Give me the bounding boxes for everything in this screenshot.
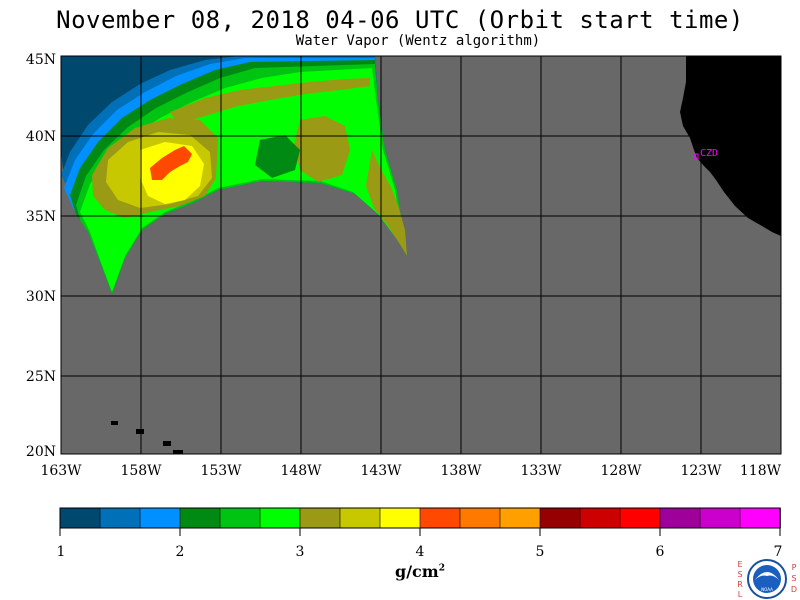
colorbar-swatch-9 [379, 507, 421, 529]
colorbar-swatch-10 [419, 507, 461, 529]
colorbar-swatch-7 [299, 507, 341, 529]
logo-letter-r: R [737, 580, 743, 589]
lat-label-30n: 30N [26, 289, 56, 305]
colorbar-swatch-5 [219, 507, 261, 529]
colorbar-tick-3: 3 [296, 544, 305, 560]
colorbar-tick-2: 2 [176, 544, 185, 560]
logo-letter-l: L [738, 590, 743, 599]
colorbar-swatch-15 [619, 507, 661, 529]
lon-label-163w: 163W [40, 463, 82, 479]
north-america-land [680, 56, 781, 236]
colorbar-swatch-11 [459, 507, 501, 529]
island-oahu [136, 429, 144, 434]
swath-darkgreen-patch [255, 135, 300, 178]
station-marker-czd [693, 153, 699, 160]
swath-olive-patch-mid [294, 116, 350, 182]
units-base: g/cm [395, 562, 439, 581]
colorbar-swatch-17 [699, 507, 741, 529]
colorbar-swatch-6 [259, 507, 301, 529]
colorbar-swatch-13 [539, 507, 581, 529]
lon-label-148w: 148W [280, 463, 322, 479]
logo-letter-p: P [792, 563, 797, 572]
colorbar-swatch-12 [499, 507, 541, 529]
lat-label-40n: 40N [26, 129, 56, 145]
lon-label-138w: 138W [440, 463, 482, 479]
swath-olive-band-east [366, 150, 407, 256]
colorbar-ticks [59, 528, 781, 536]
island-hawaii [173, 450, 183, 454]
lon-label-158w: 158W [120, 463, 162, 479]
noaa-emblem-inner [753, 565, 781, 593]
colorbar-swatch-3 [139, 507, 181, 529]
colorbar-tick-5: 5 [536, 544, 545, 560]
colorbar-swatch-4 [179, 507, 221, 529]
lon-label-128w: 128W [600, 463, 642, 479]
units-exponent: 2 [438, 563, 445, 574]
logo-letter-s2: S [791, 574, 796, 583]
island-maui [163, 441, 171, 446]
colorbar-swatch-1 [59, 507, 101, 529]
lon-label-118w: 118W [740, 463, 782, 479]
lon-label-153w: 153W [200, 463, 242, 479]
map-title: November 08, 2018 04-06 UTC (Orbit start… [56, 6, 744, 34]
map-subtitle: Water Vapor (Wentz algorithm) [295, 33, 541, 49]
colorbar-swatch-16 [659, 507, 701, 529]
units-label: g/cm2 [395, 562, 445, 581]
colorbar-swatch-2 [99, 507, 141, 529]
lat-label-20n: 20N [26, 444, 56, 460]
lon-label-133w: 133W [520, 463, 562, 479]
colorbar-tick-6: 6 [656, 544, 665, 560]
colorbar-tick-4: 4 [416, 544, 425, 560]
lat-label-35n: 35N [26, 209, 56, 225]
lat-label-45n: 45N [26, 52, 56, 68]
lat-label-25n: 25N [26, 369, 56, 385]
colorbar-swatch-14 [579, 507, 621, 529]
swath-olive-band-north [170, 78, 370, 124]
lon-label-123w: 123W [680, 463, 722, 479]
colorbar-swatch-8 [339, 507, 381, 529]
swath-orange-core [150, 146, 192, 180]
noaa-esrl-psd-logo: E S R L P S D NOAA [737, 559, 797, 599]
noaa-bird-icon [755, 572, 779, 580]
colorbar-swatch-18 [739, 507, 781, 529]
noaa-emblem-text: NOAA [761, 587, 773, 592]
map-frame [60, 55, 782, 455]
logo-letter-e: E [737, 560, 742, 569]
map-gridlines [61, 56, 781, 454]
colorbar-tick-7: 7 [774, 544, 783, 560]
logo-letter-d: D [791, 585, 797, 594]
colorbar-swatches [59, 507, 781, 529]
island-kauai [111, 421, 118, 425]
colorbar-tick-1: 1 [57, 544, 66, 560]
logo-letter-s: S [737, 570, 742, 579]
station-label-czd: CZD [700, 148, 718, 159]
lon-label-143w: 143W [360, 463, 402, 479]
